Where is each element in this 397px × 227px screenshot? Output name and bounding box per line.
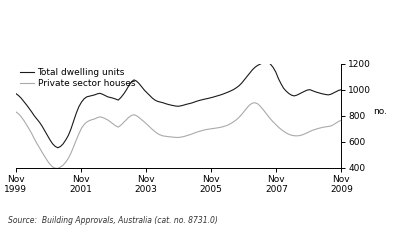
- Total dwelling units: [323, 93, 328, 96]
- Line: Private sector houses: Private sector houses: [16, 103, 341, 168]
- Private sector houses: [13, 111, 18, 113]
- Legend: Total dwelling units, Private sector houses: Total dwelling units, Private sector hou…: [20, 68, 135, 88]
- Y-axis label: no.: no.: [373, 107, 387, 116]
- Line: Total dwelling units: Total dwelling units: [16, 62, 341, 148]
- Total dwelling units: [100, 93, 105, 96]
- Total dwelling units: [263, 60, 268, 63]
- Total dwelling units: [292, 95, 297, 97]
- Total dwelling units: [56, 146, 60, 149]
- Private sector houses: [292, 134, 297, 137]
- Private sector houses: [218, 126, 223, 129]
- Total dwelling units: [300, 91, 304, 94]
- Private sector houses: [252, 101, 257, 104]
- Total dwelling units: [92, 94, 97, 96]
- Private sector houses: [100, 116, 105, 119]
- Private sector houses: [339, 119, 344, 121]
- Private sector houses: [323, 126, 328, 128]
- Total dwelling units: [218, 94, 223, 96]
- Total dwelling units: [339, 88, 344, 91]
- Private sector houses: [300, 134, 304, 136]
- Total dwelling units: [13, 92, 18, 95]
- Private sector houses: [56, 167, 60, 170]
- Private sector houses: [92, 118, 97, 120]
- Text: Source:  Building Approvals, Australia (cat. no. 8731.0): Source: Building Approvals, Australia (c…: [8, 216, 218, 225]
